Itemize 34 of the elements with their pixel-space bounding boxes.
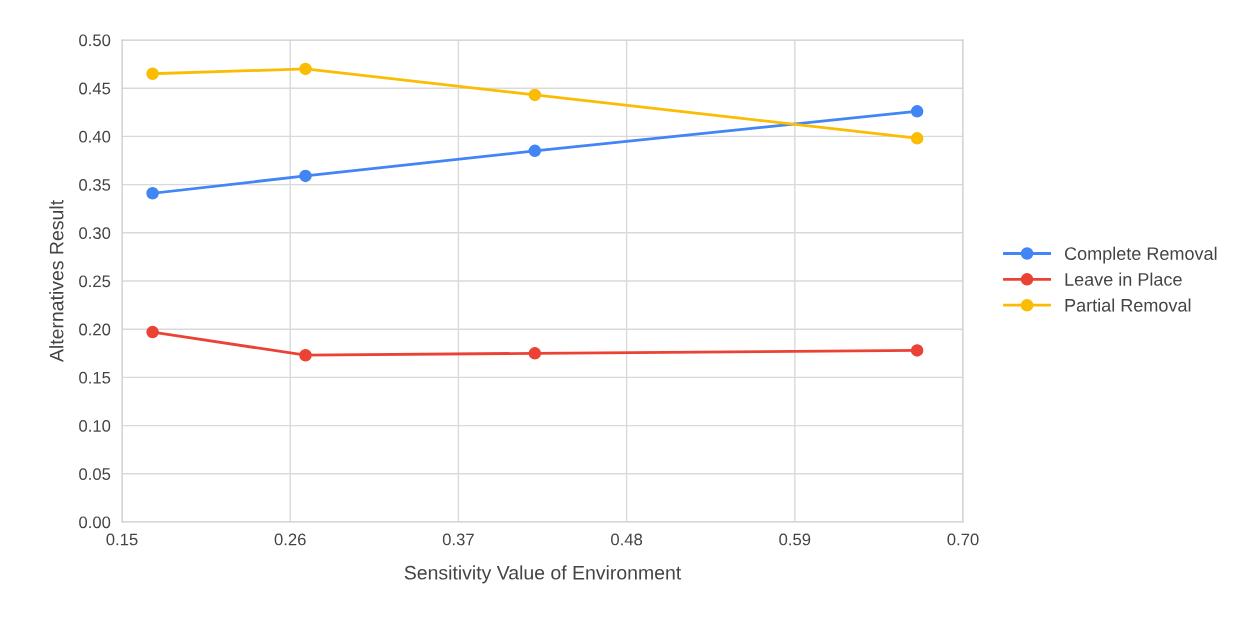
point [910, 105, 924, 118]
point [528, 144, 542, 158]
point [299, 348, 312, 362]
y-tick-label: 0.15 [79, 371, 111, 384]
point [528, 347, 542, 360]
y-tick-label: 0.45 [79, 82, 111, 95]
x-tick-label: 0.37 [442, 533, 474, 546]
x-tick-label: 0.70 [947, 533, 979, 546]
legend-label: Complete Removal [1064, 246, 1217, 264]
y-tick-label: 0.40 [79, 130, 111, 143]
point [146, 187, 159, 200]
legend-label: Leave in Place [1065, 272, 1182, 286]
point [299, 62, 312, 76]
x-tick-label: 0.15 [106, 533, 138, 546]
point [910, 344, 924, 357]
y-tick-label: 0.25 [79, 275, 111, 288]
point [910, 132, 924, 145]
y-tick-label: 0.10 [79, 420, 111, 432]
y-tick-label: 0.05 [79, 468, 111, 480]
x-axis-title: Sensitivity Value of Environment [404, 565, 682, 584]
x-tick-label: 0.48 [611, 533, 643, 546]
point [146, 67, 159, 80]
y-tick-label: 0.30 [79, 227, 111, 239]
legend-label: Partial Removal [1065, 298, 1191, 312]
y-axis-title: Alternatives Result [49, 200, 64, 363]
point [528, 88, 542, 102]
y-tick-label: 0.00 [79, 516, 111, 529]
x-tick-label: 0.26 [274, 533, 306, 546]
point [299, 169, 312, 183]
y-tick-label: 0.20 [79, 323, 111, 336]
y-tick-label: 0.35 [79, 179, 111, 191]
y-tick-label: 0.50 [79, 34, 111, 47]
x-tick-label: 0.59 [779, 533, 811, 546]
point [146, 325, 159, 339]
